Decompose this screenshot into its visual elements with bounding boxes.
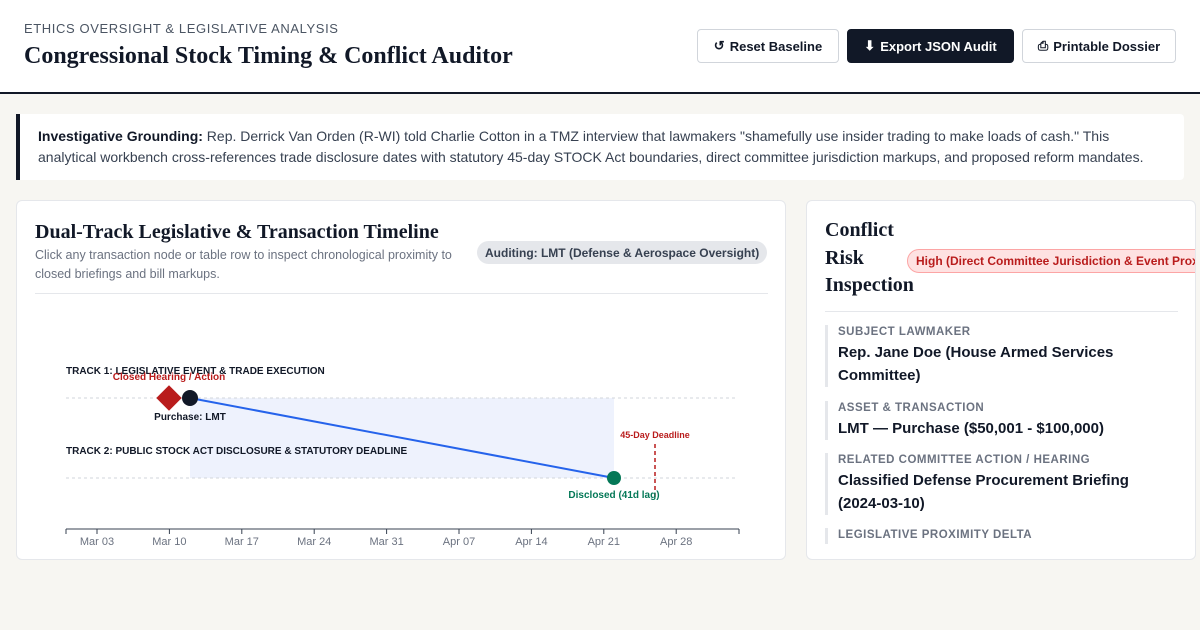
x-axis-tick-label: Mar 31 (369, 536, 403, 548)
inspection-title: Conflict Risk Inspection (825, 217, 914, 300)
x-axis-tick-label: Apr 28 (660, 536, 692, 548)
printable-dossier-label: Printable Dossier (1053, 38, 1161, 54)
conflict-inspection-panel: Conflict Risk Inspection High (Direct Co… (806, 200, 1196, 560)
field-label: SUBJECT LAWMAKER (838, 326, 971, 338)
reset-baseline-button[interactable]: ↺ Reset Baseline (697, 29, 839, 63)
x-axis-tick-label: Mar 03 (80, 536, 114, 548)
investigative-grounding-callout: Investigative Grounding: Rep. Derrick Va… (16, 114, 1184, 180)
field-subject-lawmaker: SUBJECT LAWMAKER Rep. Jane Doe (House Ar… (825, 325, 1165, 387)
print-icon: ⎙ (1037, 38, 1049, 53)
timeline-panel: Dual-Track Legislative & Transaction Tim… (16, 200, 786, 560)
x-axis-ticks: Mar 03 Mar 10 Mar 17 Mar 24 Mar 31 Apr 07 Apr … (80, 529, 692, 548)
timeline-chart: TRACK 1: LEGISLATIVE EVENT & TRADE EXECU… (65, 366, 740, 548)
printable-dossier-button[interactable]: ⎙ Printable Dossier (1022, 29, 1176, 63)
track-2-label: TRACK 2: PUBLIC STOCK ACT DISCLOSURE & S… (66, 446, 407, 457)
app-kicker: ETHICS OVERSIGHT & LEGISLATIVE ANALYSIS (24, 21, 339, 36)
disclosure-label: Disclosed (41d lag) (568, 490, 659, 501)
x-axis-tick-label: Apr 07 (443, 536, 475, 548)
purchase-label: Purchase: LMT (154, 412, 226, 423)
deadline-label: 45-Day Deadline (620, 430, 690, 440)
field-label: RELATED COMMITTEE ACTION / HEARING (838, 454, 1091, 466)
x-axis-tick-label: Apr 21 (588, 536, 620, 548)
closed-hearing-label: Closed Hearing / Action (113, 372, 225, 383)
timeline-subtitle: Click any transaction node or table row … (35, 248, 452, 281)
field-value: Rep. Jane Doe (House Armed Services Comm… (838, 344, 1114, 384)
inspection-title-text: Conflict Risk Inspection (825, 219, 914, 296)
auditing-badge: Auditing: LMT (Defense & Aerospace Overs… (477, 241, 768, 264)
field-label: LEGISLATIVE PROXIMITY DELTA (838, 529, 1033, 541)
app-title: Congressional Stock Timing & Conflict Au… (24, 43, 513, 69)
inspection-divider (825, 311, 1178, 312)
timeline-title: Dual-Track Legislative & Transaction Tim… (35, 221, 439, 243)
field-label: ASSET & TRANSACTION (838, 402, 985, 414)
timeline-divider (35, 293, 768, 294)
field-value: Classified Defense Procurement Briefing … (838, 472, 1129, 512)
x-axis-tick-label: Apr 14 (515, 536, 547, 548)
field-value: LMT — Purchase ($50,001 - $100,000) (838, 420, 1104, 437)
purchase-node[interactable] (182, 390, 198, 406)
field-asset-transaction: ASSET & TRANSACTION LMT — Purchase ($50,… (825, 401, 1165, 440)
reset-baseline-label: Reset Baseline (729, 38, 823, 54)
x-axis-tick-label: Mar 24 (297, 536, 331, 548)
trade-to-disclosure-link (189, 397, 615, 479)
track-1-label: TRACK 1: LEGISLATIVE EVENT & TRADE EXECU… (66, 366, 325, 377)
risk-level-badge: High (Direct Committee Jurisdiction & Ev… (907, 249, 1195, 273)
grounding-text: Rep. Derrick Van Orden (R-WI) told Charl… (38, 128, 1144, 165)
top-bar: ETHICS OVERSIGHT & LEGISLATIVE ANALYSIS … (0, 0, 1200, 94)
field-committee-action: RELATED COMMITTEE ACTION / HEARING Class… (825, 453, 1165, 515)
download-icon: ⬇ (864, 38, 876, 53)
x-axis-tick-label: Mar 10 (152, 536, 186, 548)
reset-icon: ↺ (713, 38, 725, 53)
export-json-audit-button[interactable]: ⬇ Export JSON Audit (847, 29, 1014, 63)
field-proximity-delta: LEGISLATIVE PROXIMITY DELTA (825, 528, 1165, 544)
closed-hearing-node[interactable] (156, 385, 182, 411)
x-axis-tick-label: Mar 17 (225, 536, 259, 548)
grounding-label: Investigative Grounding: (38, 128, 203, 144)
export-json-audit-label: Export JSON Audit (880, 38, 997, 54)
disclosure-node[interactable] (607, 471, 621, 485)
